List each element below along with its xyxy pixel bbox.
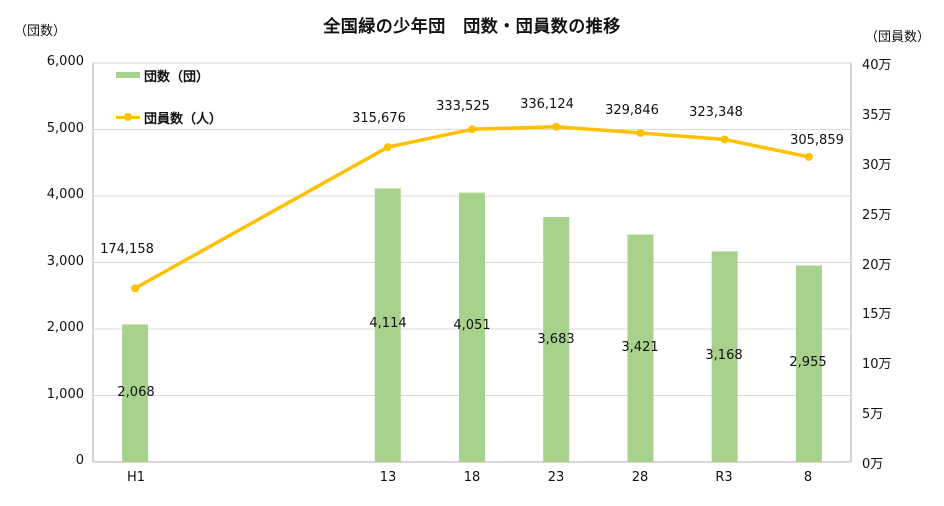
line-marker bbox=[804, 152, 813, 161]
left-tick-4000: 4,000 bbox=[46, 187, 84, 202]
x-label-h1: H1 bbox=[126, 470, 146, 485]
bar-label-28: 3,421 bbox=[621, 340, 659, 355]
line-label-28: 329,846 bbox=[605, 103, 659, 118]
legend-bars-label: 団数（団） bbox=[144, 69, 210, 85]
line-marker bbox=[552, 122, 561, 131]
line-label-h1: 174,158 bbox=[100, 242, 154, 257]
bar bbox=[627, 234, 654, 462]
line-label-23: 336,124 bbox=[520, 97, 574, 112]
bar-label-h1: 2,068 bbox=[117, 385, 155, 400]
bar bbox=[122, 324, 149, 462]
left-tick-6000: 6,000 bbox=[46, 54, 84, 69]
line-label-13: 315,676 bbox=[352, 111, 406, 126]
left-tick-0: 0 bbox=[75, 453, 84, 468]
legend-item-line: 団員数（人） bbox=[116, 108, 223, 127]
right-tick-5: 5万 bbox=[862, 407, 884, 422]
legend-line-label: 団員数（人） bbox=[144, 111, 223, 127]
x-label-28: 28 bbox=[631, 470, 649, 485]
left-tick-2000: 2,000 bbox=[46, 320, 84, 335]
line-marker bbox=[468, 125, 476, 134]
right-tick-30: 30万 bbox=[862, 158, 892, 173]
x-label-23: 23 bbox=[547, 470, 565, 485]
chart-title: 全国緑の少年団 団数・団員数の推移 bbox=[323, 17, 621, 37]
x-label-18: 18 bbox=[463, 470, 481, 485]
right-tick-10: 10万 bbox=[862, 357, 892, 372]
legend-item-bars: 団数（団） bbox=[116, 66, 222, 85]
line-marker bbox=[636, 128, 645, 137]
right-tick-0: 0万 bbox=[862, 457, 884, 472]
left-tick-3000: 3,000 bbox=[46, 254, 84, 269]
right-tick-15: 15万 bbox=[862, 307, 892, 322]
bar-label-r3: 3,168 bbox=[705, 348, 743, 363]
bar-label-18: 4,051 bbox=[453, 318, 491, 333]
x-label-13: 13 bbox=[379, 470, 397, 485]
right-tick-35: 35万 bbox=[862, 108, 892, 123]
right-axis-unit: （団員数） bbox=[864, 30, 930, 45]
bar-swatch-icon bbox=[116, 72, 140, 78]
right-tick-40: 40万 bbox=[862, 58, 892, 73]
bar-label-23: 3,683 bbox=[537, 332, 575, 347]
bar-label-8: 2,955 bbox=[789, 355, 827, 370]
line-marker bbox=[131, 284, 140, 293]
left-tick-5000: 5,000 bbox=[46, 121, 84, 136]
bar-label-13: 4,114 bbox=[369, 316, 407, 331]
left-tick-1000: 1,000 bbox=[46, 387, 84, 402]
bar bbox=[459, 192, 485, 462]
line-swatch-icon bbox=[116, 111, 140, 123]
bar bbox=[711, 251, 738, 462]
right-tick-20: 20万 bbox=[862, 258, 892, 273]
x-label-8: 8 bbox=[803, 470, 813, 485]
bar bbox=[795, 265, 822, 462]
x-label-r3: R3 bbox=[715, 470, 733, 485]
line-marker bbox=[720, 135, 729, 144]
left-axis-unit: （団数） bbox=[14, 24, 67, 39]
right-tick-25: 25万 bbox=[862, 208, 892, 223]
bar bbox=[543, 217, 570, 462]
legend: 団数（団） 団員数（人） bbox=[116, 66, 223, 127]
line-label-18: 333,525 bbox=[436, 99, 490, 114]
line-label-r3: 323,348 bbox=[689, 105, 743, 120]
line-label-8: 305,859 bbox=[790, 133, 844, 148]
bar bbox=[374, 188, 401, 462]
line-marker bbox=[383, 143, 392, 152]
